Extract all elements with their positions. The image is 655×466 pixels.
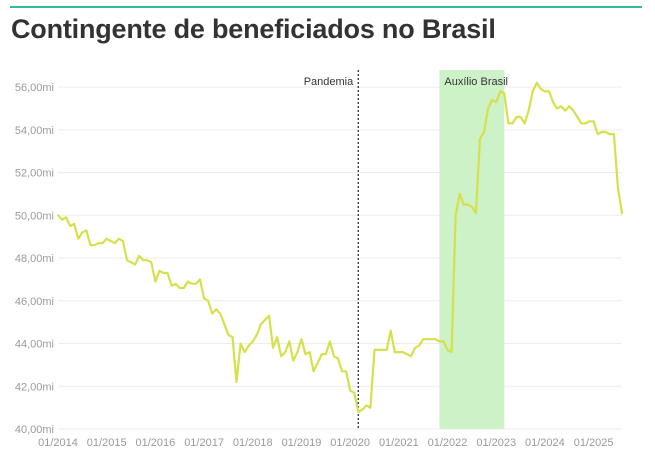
x-tick-label: 01/2024 (525, 437, 565, 449)
top-accent-rule (10, 6, 642, 8)
x-tick-label: 01/2015 (87, 437, 127, 449)
y-tick-label: 54,00mi (15, 125, 54, 137)
x-tick-label: 01/2025 (574, 437, 614, 449)
x-tick-label: 01/2020 (330, 437, 370, 449)
pandemia-label: Pandemia (304, 76, 354, 88)
x-tick-label: 01/2023 (476, 437, 516, 449)
y-tick-label: 42,00mi (15, 381, 54, 393)
grid-layer (58, 86, 622, 430)
highlight-band-layer (439, 70, 505, 429)
chart-title: Contingente de beneficiados no Brasil (11, 14, 496, 44)
series-layer (56, 81, 624, 413)
y-tick-label: 50,00mi (15, 210, 54, 222)
auxilio-brasil-band (439, 70, 505, 429)
x-tick-label: 01/2016 (135, 437, 175, 449)
x-tick-label: 01/2021 (379, 437, 419, 449)
x-tick-label: 01/2017 (184, 437, 224, 449)
y-tick-label: 48,00mi (15, 253, 54, 265)
annotation-layer: Pandemia Auxílio Brasil (304, 70, 508, 429)
x-tick-label: 01/2018 (233, 437, 273, 449)
x-tick-label: 01/2022 (428, 437, 468, 449)
series-line (56, 81, 624, 413)
auxilio-brasil-label: Auxílio Brasil (444, 76, 508, 88)
y-tick-labels: 40,00mi 42,00mi 44,00mi 46,00mi 48,00mi 50,00… (15, 82, 54, 436)
y-tick-label: 40,00mi (15, 424, 54, 436)
x-tick-labels: 01/2014 01/2015 01/2016 01/2017 01/2018 01/20… (38, 437, 613, 449)
y-tick-label: 44,00mi (15, 339, 54, 351)
x-tick-label: 01/2014 (38, 437, 78, 449)
y-tick-label: 52,00mi (15, 168, 54, 180)
y-tick-label: 56,00mi (15, 82, 54, 94)
y-tick-label: 46,00mi (15, 296, 54, 308)
x-tick-label: 01/2019 (282, 437, 322, 449)
